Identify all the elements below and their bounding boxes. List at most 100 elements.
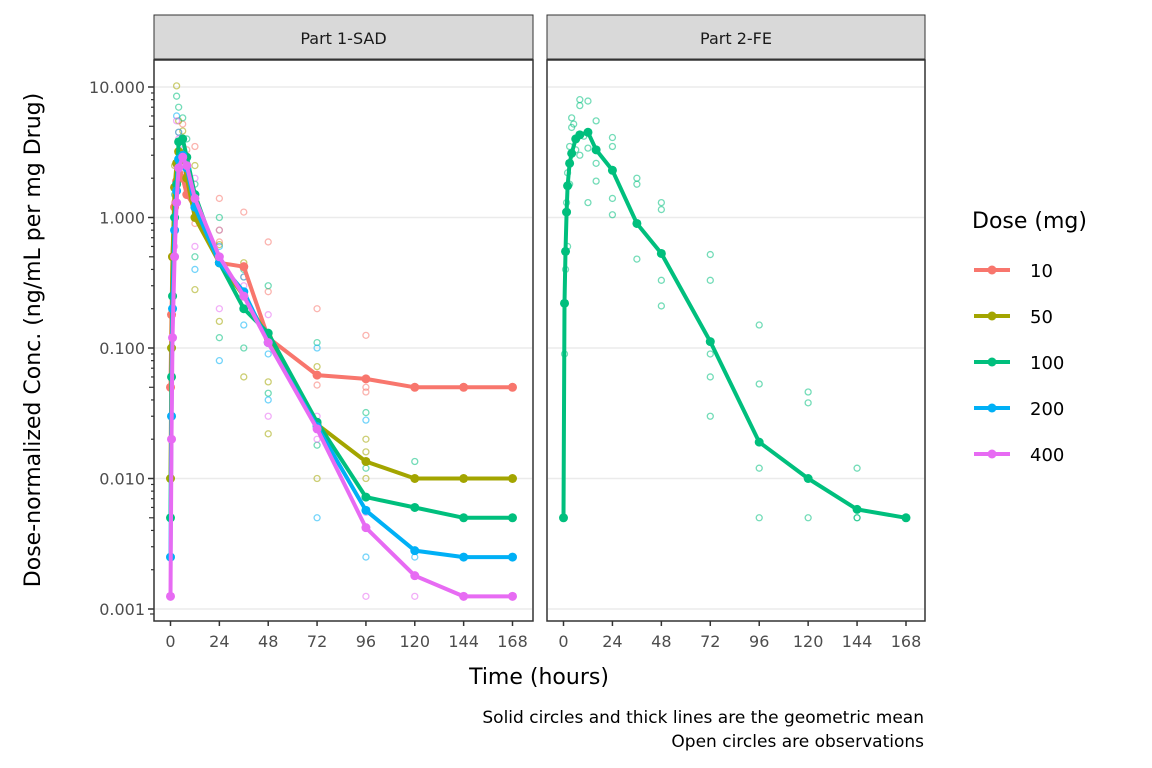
observation-point: [755, 514, 763, 522]
observation-point: [804, 514, 812, 522]
legend-label: 50: [1030, 307, 1053, 328]
mean-point: [361, 492, 371, 502]
mean-point: [410, 546, 420, 556]
strip-label: Part 2-FE: [700, 29, 772, 48]
mean-point: [178, 134, 188, 144]
observation-point: [362, 474, 370, 483]
caption-line-2: Open circles are observations: [671, 732, 924, 752]
observation-point: [633, 255, 641, 263]
observation-point: [264, 430, 272, 438]
mean-point: [459, 591, 469, 601]
legend-label: 100: [1030, 353, 1064, 374]
x-tick-label: 168: [891, 632, 922, 651]
x-tick-label: 168: [497, 632, 528, 651]
observation-point: [853, 514, 861, 522]
observation-point: [592, 159, 600, 167]
mean-point: [563, 181, 573, 191]
legend-point-key: [987, 311, 997, 321]
mean-lines: [559, 127, 911, 523]
observation-point: [576, 101, 584, 110]
observation-point: [191, 242, 199, 251]
mean-point: [361, 456, 371, 466]
observation-point: [215, 226, 224, 234]
mean-point: [459, 382, 469, 392]
mean-point: [561, 246, 571, 256]
observation-point: [179, 114, 187, 122]
x-tick-label: 48: [651, 632, 671, 651]
mean-point: [508, 591, 517, 601]
x-axis-title: Time (hours): [468, 665, 609, 690]
legend-point-key: [987, 449, 997, 459]
observation-point: [804, 399, 812, 407]
observation-point: [172, 112, 181, 120]
x-tick-label: 120: [400, 632, 431, 651]
observation-point: [362, 553, 370, 561]
x-tick-label: 96: [749, 632, 769, 651]
x-axis-ticks: 0 24 48 72 96 120 144 168: [165, 621, 528, 651]
mean-point: [263, 338, 273, 348]
mean-point: [632, 218, 642, 228]
mean-point: [172, 198, 182, 208]
observation-point: [706, 250, 714, 259]
mean-point: [239, 262, 249, 272]
x-tick-label: 72: [307, 632, 327, 651]
mean-point: [459, 474, 469, 483]
observation-point: [633, 180, 641, 188]
y-tick-label: 0.010: [99, 470, 145, 489]
mean-point: [575, 130, 585, 140]
legend-point-key: [987, 265, 997, 275]
observation-point: [362, 435, 370, 443]
mean-point: [656, 248, 666, 258]
caption-line-1: Solid circles and thick lines are the ge…: [482, 708, 924, 728]
legend-item-200: 200: [974, 399, 1064, 420]
mean-point: [167, 434, 177, 444]
mean-point: [459, 513, 469, 523]
legend-item-400: 400: [974, 445, 1064, 466]
observation-point: [172, 117, 181, 125]
observation-point: [755, 321, 763, 329]
observation-point: [608, 142, 617, 151]
observation-point: [215, 334, 224, 342]
mean-point: [166, 591, 175, 601]
mean-point: [565, 158, 575, 168]
x-tick-label: 48: [258, 632, 278, 651]
observation-point: [706, 373, 714, 381]
observation-point: [313, 474, 321, 483]
mean-point: [168, 333, 178, 343]
observation-point: [592, 117, 600, 125]
observation-point: [362, 448, 370, 456]
observation-point: [584, 97, 592, 105]
observation-point: [313, 381, 321, 389]
observation-point: [264, 311, 272, 319]
observation-point: [592, 177, 600, 185]
mean-point: [560, 298, 570, 308]
observation-point: [240, 344, 248, 352]
observation-point: [174, 103, 183, 111]
mean-point: [410, 571, 420, 581]
mean-point: [562, 207, 572, 217]
legend-label: 400: [1030, 445, 1064, 466]
observation-point: [570, 120, 578, 128]
grid-lines: [548, 86, 924, 610]
observation-point: [215, 213, 224, 222]
observation-point: [804, 388, 812, 396]
panel-part1: Part 1-SAD 0 24 48 72 96 120 144 168: [153, 14, 534, 651]
observation-point: [172, 92, 181, 100]
observation-point: [215, 317, 224, 326]
y-axis: 0.001 0.010 0.100 1.000 10.000: [89, 78, 154, 619]
observation-point: [362, 388, 370, 396]
observation-point: [362, 331, 370, 340]
legend-item-10: 10: [974, 261, 1053, 282]
observation-point: [657, 302, 666, 310]
observation-point: [174, 128, 183, 136]
observation-point: [313, 305, 321, 313]
observation-point: [215, 238, 224, 246]
mean-point: [410, 474, 420, 483]
mean-point: [852, 504, 862, 514]
panel-border: [546, 59, 926, 622]
observation-point: [215, 194, 224, 203]
mean-point: [174, 163, 184, 173]
mean-point: [190, 193, 200, 203]
observation-point: [706, 412, 714, 420]
